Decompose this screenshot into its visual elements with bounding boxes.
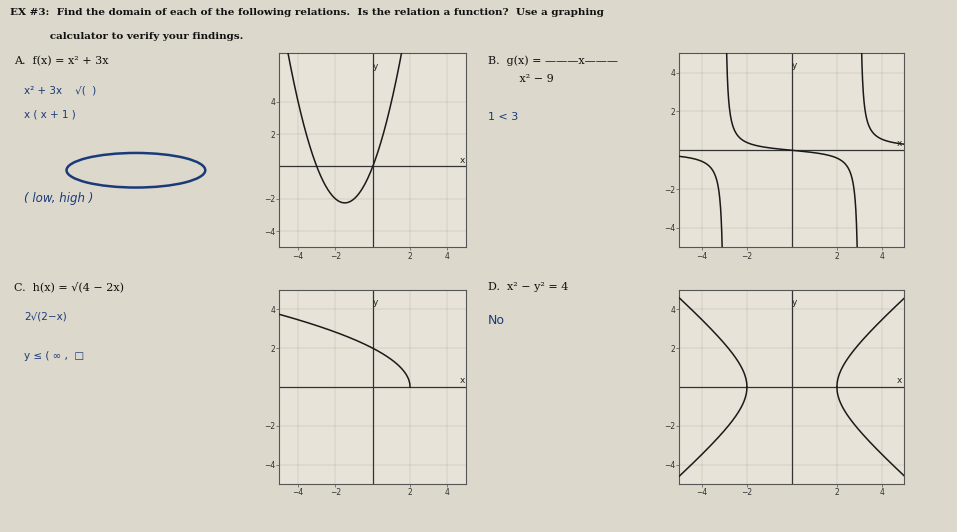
Text: y: y <box>792 298 797 307</box>
Text: y ≤ ( ∞ ,  □: y ≤ ( ∞ , □ <box>24 351 84 361</box>
Text: 2√(2−x): 2√(2−x) <box>24 311 67 321</box>
Text: 1 < 3: 1 < 3 <box>488 112 519 122</box>
Text: y: y <box>792 61 797 70</box>
Text: x: x <box>897 139 901 148</box>
Text: A.  f(x) = x² + 3x: A. f(x) = x² + 3x <box>14 56 109 66</box>
Text: y: y <box>372 62 378 71</box>
Text: x: x <box>897 376 901 385</box>
Text: ( low, high ): ( low, high ) <box>24 192 93 204</box>
Text: x² + 3x    √(  ): x² + 3x √( ) <box>24 85 96 95</box>
Text: calculator to verify your findings.: calculator to verify your findings. <box>10 32 243 41</box>
Text: No: No <box>488 314 505 327</box>
Text: x² − 9: x² − 9 <box>488 74 554 85</box>
Text: x: x <box>459 376 465 385</box>
Text: EX #3:  Find the domain of each of the following relations.  Is the relation a f: EX #3: Find the domain of each of the fo… <box>10 8 604 17</box>
Text: B.  g(x) = ———x———: B. g(x) = ———x——— <box>488 56 618 66</box>
Text: x ( x + 1 ): x ( x + 1 ) <box>24 109 76 119</box>
Text: C.  h(x) = √(4 − 2x): C. h(x) = √(4 − 2x) <box>14 282 124 293</box>
Text: D.  x² − y² = 4: D. x² − y² = 4 <box>488 282 568 292</box>
Text: x: x <box>459 156 465 165</box>
Text: y: y <box>372 298 378 307</box>
